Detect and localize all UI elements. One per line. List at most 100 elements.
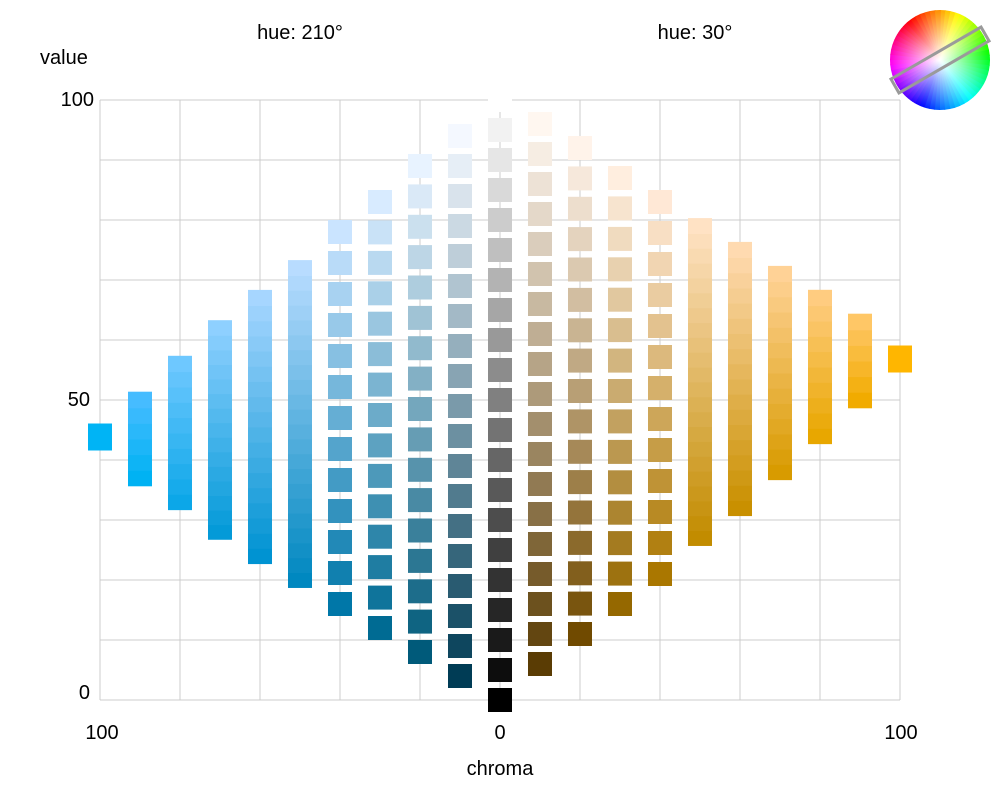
color-cell [368, 250, 392, 275]
color-cell [488, 568, 512, 592]
color-cell [768, 403, 792, 420]
color-cell [448, 544, 472, 568]
color-cell [408, 579, 432, 604]
color-cell [448, 334, 472, 358]
color-cell [728, 408, 752, 426]
color-cell [688, 247, 712, 264]
color-cell [768, 265, 792, 283]
color-cell [808, 305, 832, 322]
color-cell [528, 622, 552, 646]
color-cell [208, 436, 232, 453]
color-cell [328, 468, 352, 492]
color-cell [768, 433, 792, 450]
color-cell [688, 440, 712, 457]
color-cell [368, 372, 392, 397]
color-cell [208, 393, 232, 409]
color-cell [568, 439, 592, 464]
color-cell [328, 406, 352, 430]
color-cell [488, 508, 512, 532]
color-cell [728, 484, 752, 501]
color-cell [568, 348, 592, 373]
color-cell [408, 366, 432, 391]
color-cell [208, 524, 232, 540]
color-cell [208, 407, 232, 424]
color-cell [768, 296, 792, 313]
color-cell [248, 350, 272, 367]
color-cell [608, 439, 632, 464]
color-cell [488, 448, 512, 472]
color-cell [248, 365, 272, 382]
color-cell [248, 487, 272, 504]
y-tick-label-50: 50 [68, 389, 90, 411]
color-cell [288, 497, 312, 514]
color-cell [568, 622, 592, 646]
color-cell [328, 437, 352, 461]
color-cell [448, 424, 472, 448]
color-cell [688, 277, 712, 294]
color-cell [688, 351, 712, 368]
color-cell [288, 482, 312, 499]
color-cell [488, 328, 512, 352]
color-cell [528, 112, 552, 136]
color-cell [408, 154, 432, 178]
chart-cells [88, 88, 912, 712]
color-cell [488, 538, 512, 562]
color-cell [448, 154, 472, 178]
color-cell [728, 348, 752, 365]
color-cell [368, 616, 392, 640]
color-cell [648, 314, 672, 338]
color-cell [448, 454, 472, 478]
color-cell [608, 592, 632, 616]
color-cell [608, 257, 632, 282]
color-cell [568, 500, 592, 525]
color-cell [488, 478, 512, 502]
color-cell [528, 172, 552, 196]
color-cell [88, 435, 112, 451]
color-cell [688, 500, 712, 517]
color-cell [288, 274, 312, 291]
color-cell [288, 438, 312, 455]
color-cell [208, 363, 232, 380]
color-cell [488, 208, 512, 232]
color-cell [488, 298, 512, 322]
color-cell [288, 542, 312, 559]
color-cell [488, 358, 512, 382]
color-cell [528, 352, 552, 376]
color-cell [368, 463, 392, 488]
color-cell [128, 454, 152, 471]
color-cell [528, 442, 552, 466]
color-cell [728, 439, 752, 456]
color-cell [688, 232, 712, 249]
color-cell [608, 166, 632, 190]
color-cell [728, 499, 752, 517]
color-cell [648, 562, 672, 586]
color-cell [448, 274, 472, 298]
color-cell [248, 335, 272, 352]
color-cell [408, 275, 432, 300]
color-cell [728, 333, 752, 350]
color-cell [448, 604, 472, 628]
color-cell [808, 381, 832, 399]
color-cell [648, 531, 672, 555]
color-cell [688, 455, 712, 472]
color-cell [408, 640, 432, 664]
color-cell [288, 349, 312, 366]
color-cell [328, 530, 352, 554]
color-cell [608, 348, 632, 373]
color-cell [208, 320, 232, 336]
color-cell [808, 335, 832, 353]
color-cell [248, 502, 272, 519]
color-cell [528, 202, 552, 226]
color-cell [248, 532, 272, 549]
color-cell [328, 592, 352, 616]
color-cell [568, 287, 592, 312]
color-cell [448, 634, 472, 658]
color-cell [528, 232, 552, 256]
color-cell [568, 591, 592, 616]
color-cell [328, 313, 352, 337]
color-cell [648, 376, 672, 400]
color-cell [248, 456, 272, 474]
color-cell [248, 289, 272, 307]
color-cell [528, 292, 552, 316]
